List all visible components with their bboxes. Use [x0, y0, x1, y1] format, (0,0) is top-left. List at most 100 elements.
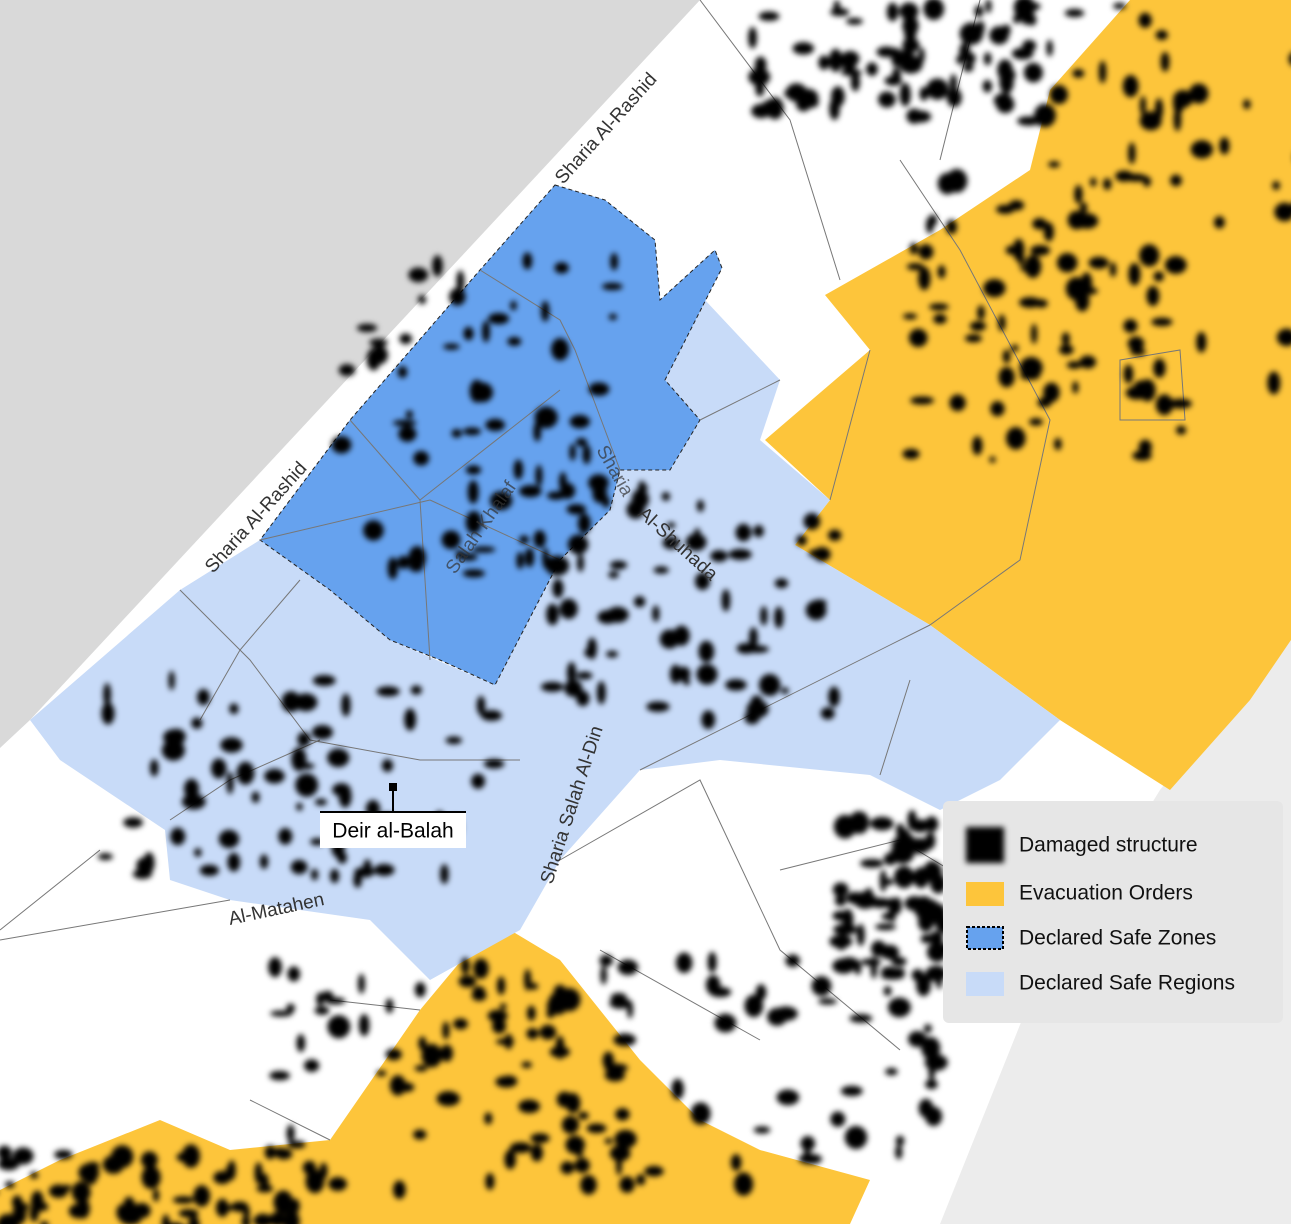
damage-blob — [949, 394, 966, 412]
damage-blob — [904, 896, 925, 911]
damage-blob — [0, 1145, 12, 1160]
legend-box — [943, 801, 1283, 1023]
damage-blob — [1059, 344, 1074, 355]
damage-blob — [41, 1202, 49, 1211]
damage-blob — [909, 242, 918, 255]
damage-blob — [1030, 323, 1038, 344]
damage-blob — [399, 333, 413, 345]
damage-blob — [698, 640, 715, 663]
damage-blob — [696, 499, 705, 512]
damage-blob — [78, 1163, 100, 1183]
damage-blob — [856, 923, 865, 947]
damage-blob — [597, 610, 618, 624]
damage-blob — [1272, 181, 1280, 191]
place-label: Deir al-Balah — [332, 820, 453, 843]
damage-blob — [488, 312, 510, 325]
damage-blob — [524, 547, 535, 568]
damage-blob — [458, 975, 477, 988]
damage-blob — [178, 1209, 199, 1218]
damage-blob — [878, 91, 896, 108]
damage-blob — [897, 854, 905, 863]
damage-blob — [540, 300, 550, 322]
damage-blob — [381, 759, 394, 773]
damage-blob — [1122, 74, 1139, 98]
damage-blob — [1090, 177, 1097, 187]
damage-blob — [524, 969, 532, 991]
legend-swatch — [966, 827, 1004, 863]
damage-blob — [909, 838, 931, 854]
damage-blob — [730, 1154, 742, 1171]
damage-blob — [220, 737, 243, 753]
damage-blob — [29, 1171, 39, 1179]
damage-blob — [694, 572, 710, 591]
damage-blob — [1139, 244, 1160, 267]
damage-blob — [895, 823, 905, 838]
damage-blob — [690, 1102, 711, 1125]
damage-blob — [1079, 355, 1097, 369]
damage-blob — [1219, 137, 1230, 155]
damage-blob — [1267, 371, 1281, 395]
damage-blob — [601, 282, 623, 291]
damage-blob — [521, 1061, 533, 1068]
damage-blob — [329, 868, 340, 884]
damage-blob — [311, 724, 333, 740]
damage-blob — [799, 88, 819, 108]
damage-blob — [1123, 364, 1134, 384]
damage-blob — [671, 1078, 684, 1100]
damage-blob — [168, 670, 175, 691]
damage-blob — [983, 52, 992, 66]
damage-blob — [811, 976, 832, 997]
damage-blob — [328, 1176, 348, 1192]
damage-blob — [264, 1145, 276, 1160]
damage-blob — [977, 305, 985, 321]
damage-blob — [211, 758, 227, 779]
damage-blob — [443, 343, 460, 350]
damage-blob — [974, 5, 984, 18]
damage-blob — [1011, 47, 1034, 60]
damage-blob — [895, 49, 915, 68]
damage-blob — [759, 673, 781, 697]
legend-label: Damaged structure — [1019, 834, 1198, 857]
legend-label: Declared Safe Regions — [1019, 972, 1235, 995]
damage-blob — [918, 47, 925, 64]
damage-blob — [685, 533, 707, 551]
damage-blob — [327, 1015, 351, 1039]
damage-blob — [596, 681, 606, 705]
damage-blob — [273, 1190, 294, 1215]
damage-blob — [899, 2, 919, 21]
damage-blob — [496, 976, 506, 995]
damage-blob — [755, 984, 767, 1001]
damage-blob — [294, 693, 318, 712]
damage-blob — [312, 674, 336, 686]
damage-blob — [644, 1165, 664, 1177]
damage-blob — [753, 1126, 771, 1134]
damage-blob — [480, 710, 503, 721]
damage-blob — [751, 103, 772, 119]
damage-blob — [923, 0, 945, 21]
damage-blob — [1046, 39, 1053, 57]
damage-blob — [600, 965, 607, 985]
damage-blob — [504, 1033, 513, 1050]
damage-blob — [1127, 336, 1145, 351]
damage-blob — [269, 1070, 290, 1081]
damage-blob — [286, 1124, 295, 1143]
legend-swatch — [966, 882, 1004, 906]
damage-blob — [575, 437, 588, 447]
damage-blob — [842, 908, 854, 931]
damage-blob — [846, 17, 863, 25]
legend-swatch — [966, 972, 1004, 996]
damage-blob — [918, 244, 934, 260]
damage-blob — [626, 500, 645, 519]
damage-blob — [604, 1068, 626, 1082]
damage-blob — [561, 1115, 580, 1134]
damage-blob — [1023, 62, 1043, 83]
damage-blob — [509, 1142, 532, 1154]
damage-blob — [841, 52, 857, 72]
damage-blob — [735, 523, 752, 542]
damage-blob — [728, 548, 752, 560]
damage-blob — [902, 448, 920, 460]
damage-blob — [990, 401, 1005, 417]
damage-blob — [929, 303, 949, 311]
damage-blob — [883, 986, 892, 996]
damage-blob — [848, 811, 870, 835]
